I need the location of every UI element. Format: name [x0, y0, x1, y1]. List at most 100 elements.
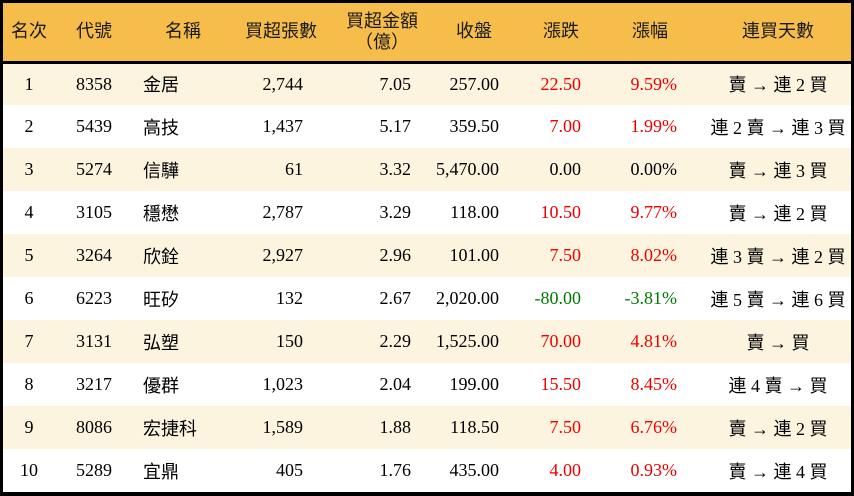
cell-amount: 1.88	[379, 417, 412, 437]
cell-change: 0.00	[549, 159, 582, 179]
cell-code: 3105	[76, 202, 112, 222]
cell-close: 2,020.00	[436, 288, 499, 308]
cell-name: 穩懋	[143, 203, 179, 224]
cell-rank: 2	[24, 116, 34, 136]
cell-pct: -3.81%	[624, 288, 678, 308]
header-name: 名稱	[133, 3, 233, 64]
cell-amount: 2.67	[379, 288, 412, 308]
cell-streak: 連 2 賣 → 連 3 買	[710, 117, 846, 138]
cell-rank: 4	[24, 202, 34, 222]
cell-pct: 1.99%	[630, 116, 678, 136]
header-volume: 買超張數	[233, 3, 329, 64]
cell-rank: 5	[24, 245, 34, 265]
table-header: 名次 代號 名稱 買超張數 買超金額 （億） 收盤 漲跌 漲幅 連買天數	[3, 3, 851, 64]
table-row: 4 3105 穩懋 2,787 3.29 118.00 10.50 9.77% …	[3, 191, 851, 234]
header-change: 漲跌	[527, 3, 609, 64]
cell-streak: 賣 → 連 3 買	[728, 160, 828, 181]
cell-code: 3217	[76, 374, 112, 394]
cell-pct: 4.81%	[630, 331, 678, 351]
cell-volume: 61	[285, 159, 303, 179]
table-row: 8 3217 優群 1,023 2.04 199.00 15.50 8.45% …	[3, 363, 851, 406]
cell-change: 7.50	[549, 417, 582, 437]
cell-volume: 2,787	[262, 202, 304, 222]
table-row: 3 5274 信驊 61 3.32 5,470.00 0.00 0.00% 賣 …	[3, 148, 851, 191]
cell-close: 118.00	[450, 202, 499, 222]
cell-amount: 3.32	[379, 159, 412, 179]
table-row: 5 3264 欣銓 2,927 2.96 101.00 7.50 8.02% 連…	[3, 234, 851, 277]
cell-close: 1,525.00	[436, 331, 499, 351]
cell-close: 199.00	[449, 374, 500, 394]
cell-code: 6223	[76, 288, 112, 308]
header-row: 名次 代號 名稱 買超張數 買超金額 （億） 收盤 漲跌 漲幅 連買天數	[3, 3, 851, 64]
cell-close: 118.50	[450, 417, 499, 437]
cell-code: 8358	[76, 73, 112, 94]
cell-volume: 2,744	[262, 73, 304, 94]
cell-name: 旺矽	[143, 289, 179, 310]
cell-name: 欣銓	[143, 246, 179, 267]
cell-amount: 2.04	[379, 374, 412, 394]
cell-amount: 2.96	[379, 245, 412, 265]
cell-rank: 6	[24, 288, 34, 308]
header-pct: 漲幅	[609, 3, 705, 64]
table-row: 6 6223 旺矽 132 2.67 2,020.00 -80.00 -3.81…	[3, 277, 851, 320]
cell-code: 3264	[76, 245, 112, 265]
table-row: 9 8086 宏捷科 1,589 1.88 118.50 7.50 6.76% …	[3, 406, 851, 449]
cell-amount: 1.76	[379, 460, 412, 480]
cell-pct: 9.77%	[630, 202, 678, 222]
cell-name: 金居	[143, 75, 179, 96]
cell-code: 3131	[76, 331, 112, 351]
header-close: 收盤	[435, 3, 527, 64]
cell-rank: 1	[24, 73, 34, 94]
cell-amount: 7.05	[379, 73, 412, 94]
cell-code: 5274	[76, 159, 112, 179]
cell-pct: 6.76%	[630, 417, 678, 437]
header-rank: 名次	[3, 3, 55, 64]
cell-pct: 0.93%	[630, 460, 678, 480]
header-code: 代號	[55, 3, 133, 64]
table-row: 7 3131 弘塑 150 2.29 1,525.00 70.00 4.81% …	[3, 320, 851, 363]
cell-close: 435.00	[449, 460, 500, 480]
cell-streak: 連 5 賣 → 連 6 買	[710, 289, 846, 310]
cell-pct: 8.02%	[630, 245, 678, 265]
header-amount-line2: （億）	[355, 31, 409, 52]
table-body: 1 8358 金居 2,744 7.05 257.00 22.50 9.59% …	[3, 62, 851, 492]
cell-volume: 405	[276, 460, 303, 480]
cell-streak: 賣 → 連 2 買	[728, 203, 828, 224]
cell-volume: 132	[276, 288, 303, 308]
cell-streak: 賣 → 買	[746, 332, 810, 353]
cell-change: 22.50	[540, 73, 582, 94]
cell-volume: 1,589	[262, 417, 304, 437]
cell-rank: 7	[24, 331, 34, 351]
cell-change: 7.00	[549, 116, 582, 136]
header-amount: 買超金額 （億）	[329, 3, 435, 64]
cell-name: 高技	[143, 117, 179, 138]
cell-amount: 2.29	[379, 331, 412, 351]
cell-amount: 3.29	[379, 202, 412, 222]
cell-change: 70.00	[540, 331, 582, 351]
cell-change: 15.50	[540, 374, 582, 394]
cell-rank: 9	[24, 417, 34, 437]
cell-streak: 賣 → 連 2 買	[728, 75, 828, 96]
table-row: 2 5439 高技 1,437 5.17 359.50 7.00 1.99% 連…	[3, 105, 851, 148]
cell-streak: 連 4 賣 → 買	[728, 375, 828, 396]
cell-streak: 賣 → 連 2 買	[728, 418, 828, 439]
cell-name: 信驊	[143, 160, 179, 181]
cell-pct: 8.45%	[630, 374, 678, 394]
cell-volume: 150	[276, 331, 303, 351]
table-row: 1 8358 金居 2,744 7.05 257.00 22.50 9.59% …	[3, 62, 851, 105]
cell-code: 5289	[76, 460, 112, 480]
cell-amount: 5.17	[379, 116, 412, 136]
header-amount-line1: 買超金額	[346, 11, 418, 32]
stock-table: 名次 代號 名稱 買超張數 買超金額 （億） 收盤 漲跌 漲幅 連買天數 1 8…	[3, 3, 851, 492]
cell-change: -80.00	[534, 288, 582, 308]
cell-pct: 9.59%	[630, 73, 678, 94]
cell-name: 宜鼎	[143, 461, 179, 482]
cell-rank: 10	[20, 460, 38, 480]
cell-rank: 8	[24, 374, 34, 394]
cell-pct: 0.00%	[630, 159, 678, 179]
cell-code: 5439	[76, 116, 112, 136]
table-row: 10 5289 宜鼎 405 1.76 435.00 4.00 0.93% 賣 …	[3, 449, 851, 492]
cell-change: 10.50	[540, 202, 582, 222]
cell-close: 101.00	[449, 245, 500, 265]
